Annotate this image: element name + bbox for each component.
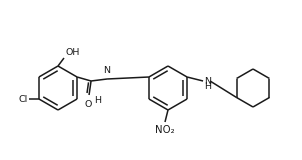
Text: N: N: [104, 66, 111, 75]
Text: O: O: [84, 100, 92, 109]
Text: OH: OH: [65, 48, 79, 57]
Text: H: H: [204, 81, 211, 91]
Text: N: N: [204, 76, 211, 85]
Text: NO₂: NO₂: [155, 125, 175, 135]
Text: Cl: Cl: [19, 95, 28, 104]
Text: H: H: [94, 96, 101, 105]
